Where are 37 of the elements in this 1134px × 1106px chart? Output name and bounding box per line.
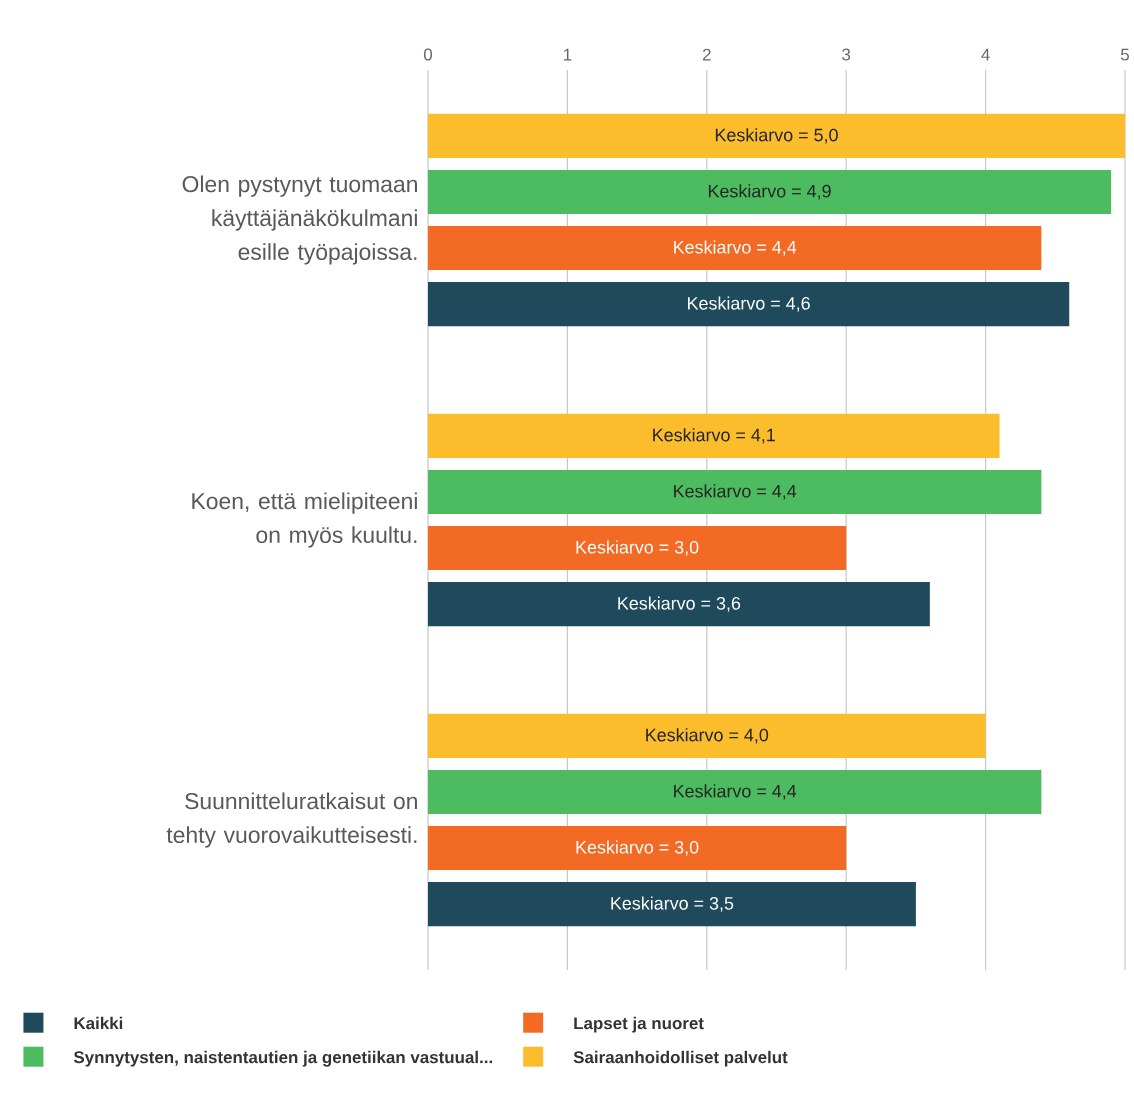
x-tick-label: 1 (563, 48, 572, 61)
data-label: Keskiarvo = 5,0 (715, 128, 838, 144)
bar (428, 413, 1000, 458)
y-tick-label: Koen, että mielipiteeni on myös kuultu. (192, 492, 417, 548)
x-tick-label: 4 (981, 48, 990, 61)
data-label: Keskiarvo = 3,0 (576, 840, 699, 856)
bar (428, 526, 847, 571)
legend-label: Synnytysten, naistentautien ja genetiikan vastuual... (73, 1050, 493, 1067)
bar (428, 882, 916, 927)
data-label: Keskiarvo = 3,6 (618, 596, 741, 612)
data-label: Keskiarvo = 4,4 (674, 484, 797, 500)
x-tick-label: 3 (842, 48, 851, 61)
bar (428, 226, 1042, 271)
legend-label: Kaikki (74, 1016, 123, 1030)
bar (428, 769, 1042, 815)
data-label: Keskiarvo = 4,9 (708, 184, 831, 200)
bar (428, 282, 1070, 327)
legend-label: Sairaanhoidolliset palvelut (573, 1050, 788, 1067)
x-tick-label: 2 (702, 48, 711, 61)
data-label: Keskiarvo = 4,6 (688, 296, 810, 312)
bar (428, 826, 847, 871)
data-label: Keskiarvo = 4,0 (646, 728, 769, 744)
data-label: Keskiarvo = 4,4 (674, 784, 797, 800)
data-label: Keskiarvo = 4,4 (674, 240, 797, 256)
x-tick-label: 0 (423, 48, 433, 61)
y-tick-label: Suunnitteluratkaisut on tehty vuorovaikutteisesti. (166, 792, 417, 848)
data-label: Keskiarvo = 4,1 (653, 428, 775, 444)
data-label: Keskiarvo = 3,0 (576, 540, 699, 556)
bar (428, 169, 1112, 214)
data-label: Keskiarvo = 3,5 (611, 896, 734, 912)
bar (428, 113, 1125, 158)
bar (428, 713, 986, 758)
y-tick-label: Olen pystynyt tuomaan käyttäjänäkökulmani esille työpajoissa. (182, 175, 417, 265)
bar (428, 582, 930, 627)
legend-label: Lapset ja nuoret (574, 1016, 704, 1033)
x-tick-label: 5 (1120, 48, 1129, 61)
bar (428, 469, 1042, 515)
